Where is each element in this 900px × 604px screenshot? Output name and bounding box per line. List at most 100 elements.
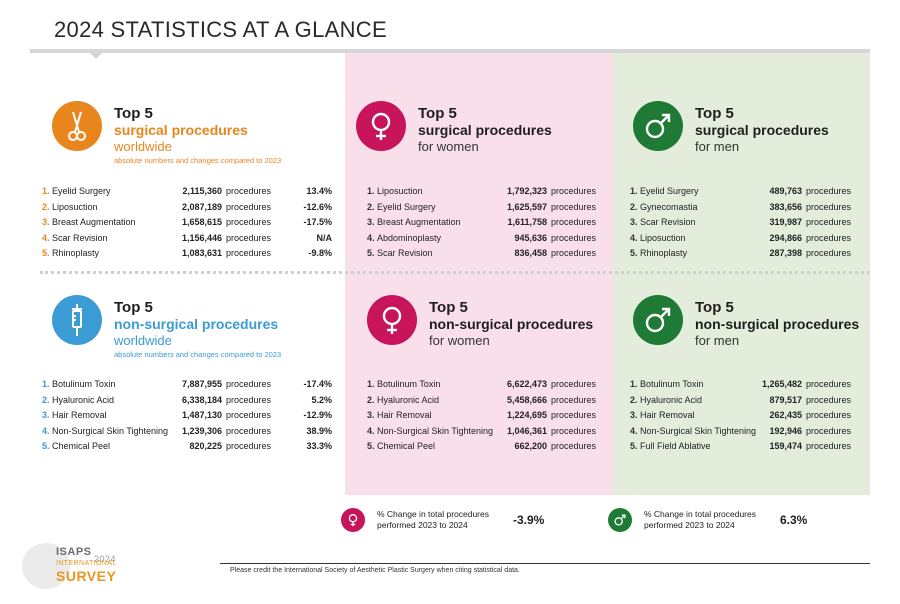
item-change: -9.8% — [308, 248, 332, 258]
item-unit: procedures — [226, 410, 272, 420]
item-unit: procedures — [226, 186, 272, 196]
item-rank: 2. — [630, 394, 638, 405]
item-unit: procedures — [806, 232, 852, 243]
item-value: 287,398 — [769, 248, 802, 258]
item-value: 1,046,361 — [506, 425, 547, 436]
heading-sub: for women — [418, 139, 479, 154]
item-name: Scar Revision — [52, 232, 108, 243]
item-rank: 4. — [42, 425, 50, 436]
heading-main: surgical procedures — [695, 122, 829, 138]
item-rank: 2. — [367, 201, 375, 212]
list-item: 5. Scar Revision 836,458 procedures — [367, 246, 607, 262]
list-item: 5. Chemical Peel 820,225 procedures 33.3% — [42, 439, 342, 455]
item-unit: procedures — [226, 425, 272, 436]
item-name: Non-Surgical Skin Tightening — [52, 425, 169, 436]
list-item: 3. Hair Removal 262,435 procedures — [630, 408, 862, 424]
item-unit: procedures — [551, 201, 597, 212]
item-rank: 2. — [367, 394, 375, 405]
panel-heading: Top 5 non-surgical procedures worldwide … — [114, 299, 281, 360]
list-item: 4. Scar Revision 1,156,446 procedures N/A — [42, 231, 342, 247]
summary-men: % Change in total procedures performed 2… — [608, 508, 807, 532]
heading-top: Top 5 — [418, 105, 457, 122]
title-underline — [30, 49, 870, 53]
item-unit: procedures — [226, 217, 272, 227]
summary-value: -3.9% — [513, 513, 545, 527]
panel-heading: Top 5 surgical procedures for women — [418, 105, 552, 155]
list-item: 4. Liposuction 294,866 procedures — [630, 231, 862, 247]
item-rank: 3. — [367, 217, 375, 227]
item-value: 2,115,360 — [182, 186, 222, 196]
heading-sub: for men — [695, 333, 740, 348]
list-item: 5. Rhinoplasty 287,398 procedures — [630, 246, 862, 262]
item-unit: procedures — [806, 441, 852, 451]
item-unit: procedures — [806, 410, 852, 420]
item-name: Hyaluronic Acid — [377, 394, 440, 405]
male-icon — [633, 101, 683, 151]
item-name: Chemical Peel — [52, 441, 111, 451]
list-surgical-men: 1. Eyelid Surgery 489,763 procedures 2. Gynec… — [630, 184, 862, 262]
item-value: 879,517 — [769, 394, 802, 405]
item-value: 7,887,955 — [181, 379, 222, 389]
item-name: Liposuction — [52, 201, 98, 212]
heading-main: surgical procedures — [418, 122, 552, 138]
item-change: N/A — [316, 232, 333, 243]
item-change: -17.4% — [303, 379, 332, 389]
heading-top: Top 5 — [114, 299, 153, 316]
list-item: 2. Hyaluronic Acid 6,338,184 procedures 5.2% — [42, 393, 342, 409]
item-unit: procedures — [551, 186, 597, 196]
list-item: 5. Chemical Peel 662,200 procedures — [367, 439, 607, 455]
section-divider — [40, 271, 870, 274]
item-unit: procedures — [551, 441, 597, 451]
item-rank: 5. — [630, 248, 638, 258]
item-rank: 3. — [367, 410, 375, 420]
heading-main: surgical procedures — [114, 122, 248, 138]
item-rank: 3. — [630, 217, 638, 227]
item-value: 1,625,597 — [506, 201, 547, 212]
item-value: 319,987 — [769, 217, 802, 227]
heading-sub: for men — [695, 139, 740, 154]
item-value: 294,866 — [769, 232, 802, 243]
title-notch — [90, 53, 102, 59]
item-rank: 5. — [367, 248, 375, 258]
item-value: 192,946 — [769, 425, 802, 436]
panel-heading: Top 5 surgical procedures worldwide abso… — [114, 105, 281, 166]
item-value: 1,658,615 — [181, 217, 222, 227]
item-name: Hyaluronic Acid — [640, 394, 703, 405]
item-name: Chemical Peel — [377, 441, 436, 451]
item-unit: procedures — [551, 410, 597, 420]
heading-note: absolute numbers and changes compared to… — [114, 156, 282, 165]
scissors-icon — [52, 101, 102, 151]
list-item: 3. Scar Revision 319,987 procedures — [630, 215, 862, 231]
item-unit: procedures — [551, 425, 597, 436]
item-name: Hair Removal — [52, 410, 107, 420]
heading-top: Top 5 — [114, 105, 153, 122]
item-rank: 5. — [42, 441, 50, 451]
list-item: 2. Liposuction 2,087,189 procedures -12.6% — [42, 200, 342, 216]
item-value: 5,458,666 — [506, 394, 547, 405]
item-name: Botulinum Toxin — [52, 379, 116, 389]
item-unit: procedures — [806, 394, 852, 405]
item-rank: 1. — [42, 186, 50, 196]
item-rank: 3. — [42, 217, 50, 227]
logo-year: 2024 — [94, 554, 117, 564]
item-rank: 2. — [42, 201, 50, 212]
item-rank: 2. — [42, 394, 50, 405]
item-name: Rhinoplasty — [640, 248, 688, 258]
female-icon — [356, 101, 406, 151]
heading-sub: worldwide — [114, 139, 172, 154]
item-rank: 4. — [367, 425, 375, 436]
logo-line2: SURVEY — [56, 568, 117, 584]
item-value: 1,224,695 — [506, 410, 547, 420]
item-rank: 1. — [630, 379, 638, 389]
panel-heading: Top 5 non-surgical procedures for men — [695, 299, 859, 349]
heading-sub: for women — [429, 333, 490, 348]
list-nonsurgical-men: 1. Botulinum Toxin 1,265,482 procedures 2. Hy… — [630, 377, 862, 455]
item-rank: 1. — [367, 186, 375, 196]
logo-line1: INTERNATIONAL — [56, 560, 117, 567]
globe-icon — [22, 543, 70, 589]
female-icon — [367, 295, 417, 345]
item-value: 1,083,631 — [181, 248, 222, 258]
item-unit: procedures — [806, 425, 852, 436]
heading-main: non-surgical procedures — [695, 316, 860, 332]
list-item: 4. Non-Surgical Skin Tightening 1,239,306 p… — [42, 424, 342, 440]
